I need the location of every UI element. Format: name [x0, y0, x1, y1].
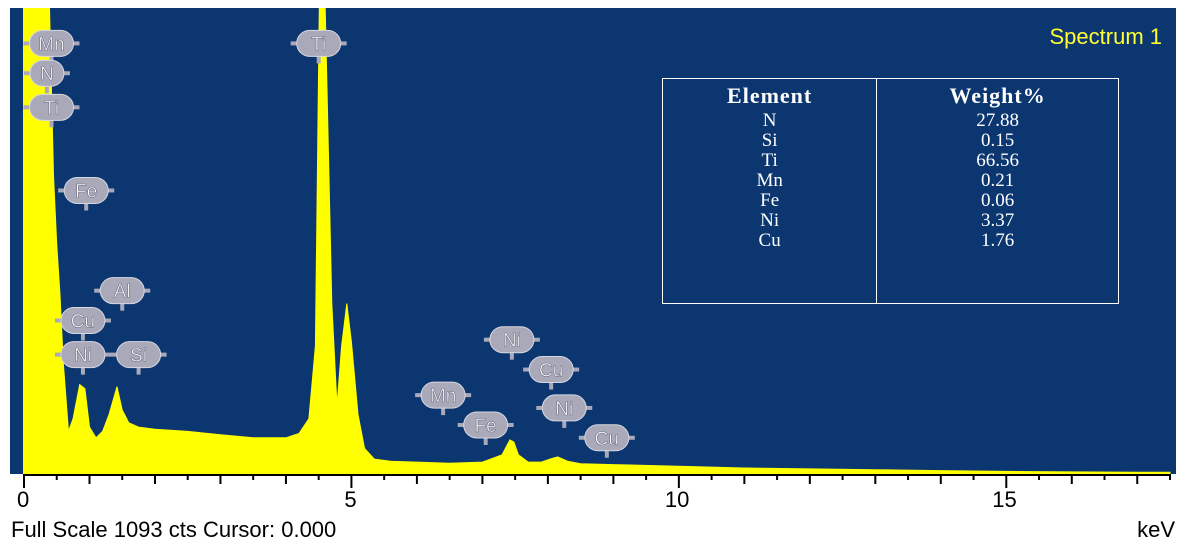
table-cell-element: Ni	[661, 211, 878, 231]
peak-label: Al	[94, 277, 151, 311]
peak-label: Cu	[578, 424, 635, 458]
table-header-weight: Weight%	[876, 78, 1119, 111]
peak-label-stem	[120, 301, 125, 311]
peak-label-text: Fe	[475, 416, 497, 437]
table-cell-weight: 0.21	[876, 171, 1119, 191]
table-cell-element: Si	[661, 131, 878, 151]
peak-label-stem	[441, 406, 446, 416]
peak-label-stem	[136, 365, 141, 375]
full-scale-cursor-readout: Full Scale 1093 cts Cursor: 0.000	[11, 517, 337, 542]
table-row: Mn 0.21	[661, 171, 1119, 191]
peak-label-text: Ti	[311, 34, 326, 55]
peak-label-stem	[316, 54, 321, 64]
peak-label: Ti	[290, 29, 347, 64]
peak-label: Ti	[23, 93, 80, 128]
peak-label-text: Cu	[595, 429, 619, 450]
peak-label: Ni	[536, 394, 593, 428]
peak-label-bubble	[541, 394, 587, 422]
x-tick-label: 5	[344, 487, 357, 512]
table-cell-weight: 27.88	[876, 111, 1119, 131]
peak-label-text: Ni	[555, 399, 573, 420]
peak-label: Fe	[58, 176, 115, 211]
peak-label-bubble	[63, 176, 109, 204]
peak-label: Mn	[23, 29, 80, 64]
table-cell-element: Mn	[661, 171, 878, 191]
peak-label-bubble	[116, 341, 162, 369]
x-tick-label: 0	[17, 487, 30, 512]
peak-label-text: Si	[130, 346, 147, 367]
x-tick-label: 15	[992, 487, 1017, 512]
element-weight-table: Element Weight% N 27.88 Si 0.15 Ti 66.56 Mn 0.2…	[661, 78, 1119, 304]
peak-label-bubble	[60, 307, 106, 335]
spectrum-plot-area[interactable]: Mn N Ti Fe Al Cu Ni Si Ti Ni Cu Mn Ni Fe Cu Spectrum 1…	[10, 8, 1176, 474]
table-cell-weight: 0.15	[876, 131, 1119, 151]
peak-label-stem	[49, 118, 54, 128]
peak-label-bubble	[29, 93, 75, 121]
peak-label: Cu	[523, 356, 580, 390]
table-cell-element: Fe	[661, 191, 878, 211]
x-axis-unit-label: keV	[1137, 517, 1175, 542]
peak-label-bubble	[463, 411, 509, 439]
peak-label: Cu	[54, 307, 111, 341]
peak-label-bubble	[29, 29, 75, 57]
peak-label-text: N	[40, 64, 54, 85]
peak-label-bubble	[584, 424, 630, 452]
peak-label: Si	[110, 341, 167, 375]
peak-label-bubble	[60, 341, 106, 369]
peak-label-stem	[604, 448, 609, 458]
peak-label-stem	[80, 365, 85, 375]
table-row: Ti 66.56	[661, 151, 1119, 171]
peak-label-text: Ni	[503, 331, 521, 352]
peak-label-text: Mn	[430, 386, 456, 407]
table-cell-element: Cu	[661, 231, 878, 304]
peak-label-bubble	[420, 381, 466, 409]
peak-label-text: Cu	[71, 312, 95, 333]
peak-label-text: Mn	[38, 34, 64, 55]
table-row: Cu 1.76	[661, 231, 1119, 304]
table-cell-element: Ti	[661, 151, 878, 171]
spectrum-title: Spectrum 1	[1049, 24, 1163, 49]
peak-label-text: Fe	[75, 181, 97, 202]
table-header-element: Element	[661, 78, 878, 111]
peak-label: Ni	[54, 341, 111, 375]
table-cell-weight: 1.76	[876, 231, 1119, 304]
peak-label-stem	[549, 380, 554, 390]
table-row: Fe 0.06	[661, 191, 1119, 211]
peak-label-bubble	[99, 277, 145, 305]
peak-label: N	[23, 59, 70, 94]
peak-label-text: Cu	[539, 361, 563, 382]
table-cell-weight: 66.56	[876, 151, 1119, 171]
peak-label-stem	[49, 54, 54, 64]
peak-label: Fe	[457, 411, 514, 445]
peak-label-stem	[483, 435, 488, 445]
x-axis	[23, 474, 1171, 488]
peak-label-stem	[562, 418, 567, 428]
peak-label-stem	[80, 331, 85, 341]
peak-label-text: Ti	[44, 98, 59, 119]
peak-label-stem	[44, 84, 49, 94]
peak-label-bubble	[296, 29, 342, 57]
peak-label-stem	[84, 201, 89, 211]
table-cell-weight: 3.37	[876, 211, 1119, 231]
peak-label-stem	[509, 350, 514, 360]
peak-label: Ni	[483, 326, 540, 360]
peak-label: Mn	[415, 381, 472, 416]
peak-label-bubble	[29, 59, 65, 87]
table-cell-element: N	[661, 111, 878, 131]
peak-label-text: Ni	[74, 346, 92, 367]
x-tick-label: 10	[664, 487, 690, 512]
table-cell-weight: 0.06	[876, 191, 1119, 211]
spectrum-series-0	[23, 8, 1171, 474]
peak-label-bubble	[528, 356, 574, 384]
table-row: Si 0.15	[661, 131, 1119, 151]
table-row: Ni 3.37	[661, 211, 1119, 231]
peak-label-bubble	[489, 326, 535, 354]
table-row: N 27.88	[661, 111, 1119, 131]
peak-label-text: Al	[114, 282, 131, 303]
